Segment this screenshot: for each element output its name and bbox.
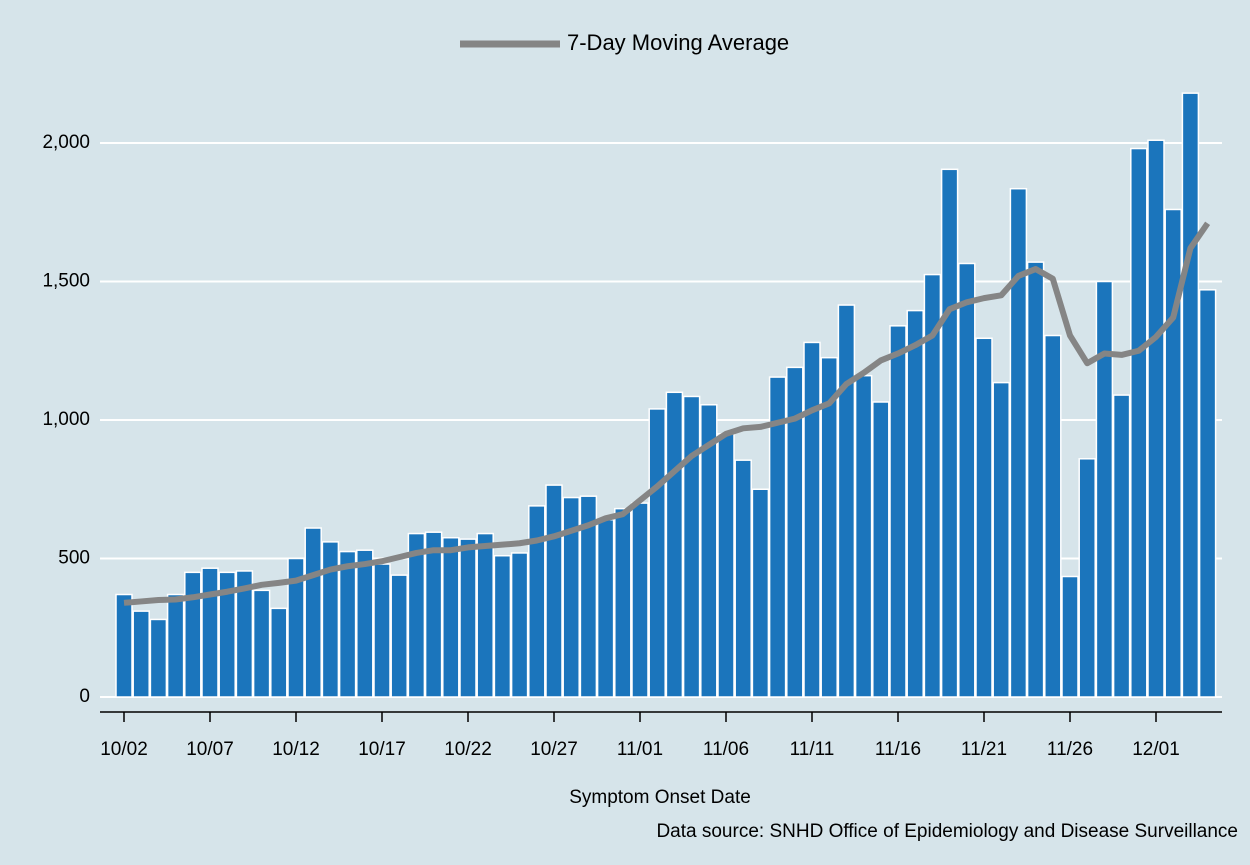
y-tick-label: 1,500: [42, 271, 90, 292]
x-tick-label: 10/02: [100, 739, 148, 760]
bar: [252, 589, 271, 698]
bar: [648, 408, 666, 698]
bar: [1112, 394, 1131, 698]
bar: [631, 502, 649, 698]
bar: [940, 168, 959, 698]
bar: [854, 374, 873, 698]
y-tick-label: 0: [79, 686, 90, 707]
bar: [1009, 187, 1028, 698]
bar: [407, 532, 426, 698]
bar: [338, 550, 357, 698]
bar: [321, 541, 340, 698]
line-series: [123, 221, 1211, 606]
bar: [751, 488, 770, 698]
bar: [562, 496, 580, 698]
x-tick-label: 11/11: [790, 739, 835, 760]
bar: [820, 356, 838, 698]
bar: [476, 532, 494, 698]
x-tick-label: 11/01: [617, 739, 663, 760]
bar: [1044, 334, 1062, 698]
y-tick-label: 500: [58, 548, 90, 569]
bar: [975, 337, 993, 698]
bar: [734, 459, 752, 698]
bar: [872, 401, 890, 698]
bar: [184, 571, 202, 698]
bar: [545, 484, 563, 698]
x-tick-label: 10/12: [272, 739, 320, 760]
x-tick-label: 11/26: [1047, 739, 1093, 760]
bar: [803, 341, 821, 698]
x-tick-label: 10/27: [530, 739, 578, 760]
bar: [1198, 289, 1217, 698]
bar: [1078, 458, 1096, 698]
bar: [356, 549, 374, 698]
bar: [115, 593, 133, 698]
bar: [665, 391, 684, 698]
x-tick-label: 11/06: [703, 739, 749, 760]
bar: [906, 309, 924, 698]
bar: [287, 557, 305, 698]
bar: [889, 325, 907, 698]
bar: [149, 618, 168, 698]
x-tick-label: 10/17: [358, 739, 406, 760]
bar: [1061, 575, 1079, 698]
bar: [218, 571, 236, 698]
bar: [1164, 208, 1182, 698]
bar: [493, 554, 512, 698]
bar: [786, 366, 804, 698]
x-tick-label: 11/16: [875, 739, 921, 760]
x-tick-label: 10/07: [186, 739, 234, 760]
bar: [132, 610, 150, 698]
bar: [958, 262, 976, 698]
x-axis-title: Symptom Onset Date: [569, 787, 751, 808]
y-tick-label: 2,000: [42, 132, 90, 153]
bar: [768, 376, 787, 698]
bar: [1026, 261, 1045, 698]
x-tick-label: 12/01: [1132, 739, 1180, 760]
bar: [304, 527, 322, 698]
bar: [510, 552, 529, 698]
bar: [442, 536, 460, 698]
bar: [614, 507, 632, 698]
bar: [235, 570, 254, 698]
y-tick-label: 1,000: [42, 409, 90, 430]
bar: [390, 574, 408, 698]
bar: [1147, 139, 1165, 698]
legend-label: 7-Day Moving Average: [567, 30, 789, 55]
bar: [992, 381, 1010, 698]
x-tick-label: 10/22: [444, 739, 492, 760]
bar: [700, 404, 718, 698]
bar: [1181, 92, 1200, 698]
bar: [682, 395, 701, 698]
bar: [837, 304, 856, 698]
bar: [1130, 147, 1148, 698]
bar: [596, 518, 615, 698]
bar: [579, 495, 598, 698]
bar: [528, 505, 546, 698]
bar: [424, 531, 443, 698]
bar: [1095, 280, 1114, 698]
bar: [717, 433, 735, 698]
bar: [166, 593, 185, 698]
data-source: Data source: SNHD Office of Epidemiology…: [656, 821, 1238, 842]
bar: [270, 607, 288, 698]
x-tick-label: 11/21: [961, 739, 1007, 760]
bar: [923, 273, 942, 698]
bar: [459, 538, 477, 698]
bar: [201, 567, 219, 698]
bar: [373, 563, 391, 698]
